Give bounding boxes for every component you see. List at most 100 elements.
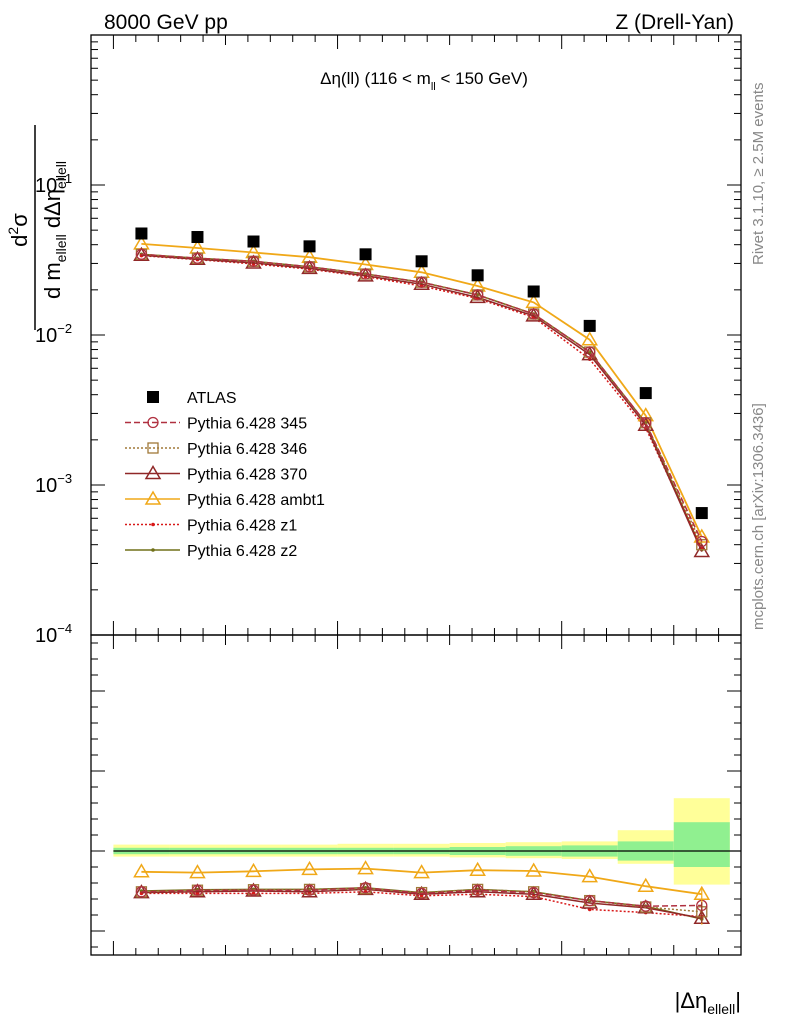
main-point-ambt1 [581,331,599,346]
mcplots-label: mcplots.cern.ch [arXiv:1306.3436] [750,403,767,630]
main-point-p370 [245,254,262,269]
ratio-point-p345 [415,887,428,900]
main-point-data [471,269,484,282]
ratio-point-ambt1 [189,864,206,879]
legend-label-p370: Pythia 6.428 370 [187,467,307,484]
ytick-exp: −4 [57,621,72,636]
header-left: 8000 GeV pp [104,11,228,34]
legend-marker-ambt1 [144,490,162,505]
legend-item-p346: Pythia 6.428 346 [125,441,307,458]
header-right: Z (Drell-Yan) [615,11,734,34]
xlabel-main: |Δη [675,988,708,1013]
main-point-p345 [640,417,652,429]
legend-item-p370: Pythia 6.428 370 [125,465,307,484]
ratio-point-ambt1 [413,864,430,879]
ratio-series-ambt1 [133,860,711,900]
legend-label-p346: Pythia 6.428 346 [187,441,307,458]
main-point-p345 [415,276,428,288]
main-point-data [695,507,708,520]
rivet-version-label: Rivet 3.1.10, ≥ 2.5M events [750,83,767,266]
ratio-point-ambt1 [581,868,599,883]
main-point-p345 [584,346,596,358]
ratio-point-p345 [528,886,540,899]
legend-item-z2: Pythia 6.428 z2 [125,543,297,560]
ratio-point-ambt1 [133,863,150,878]
main-point-data [303,240,316,253]
xaxis-label: |Δηellell| [675,988,741,1017]
main-point-p345 [303,261,316,273]
ytick-exp: −1 [57,171,72,186]
main-point-p345 [247,255,260,267]
ratio-point-p345 [471,884,484,896]
title-sub: ll [431,81,436,93]
title-tail: < 150 GeV) [436,69,528,88]
legend: ATLAS Pythia 6.428 345 Pythia 6.428 346 Pyt… [125,390,325,560]
ylabel-sq: 2 [5,227,21,235]
main-point-data [247,235,260,248]
ylabel-sub2: ellell [53,161,69,189]
ratio-point-ambt1 [469,861,486,876]
legend-item-p345: Pythia 6.428 345 [125,416,307,433]
ylabel-numerator: d2σ [5,213,32,247]
ratio-line-p370 [141,888,702,919]
ratio-point-p345 [135,886,148,898]
legend-label-z2: Pythia 6.428 z2 [187,543,297,560]
legend-marker-p345 [147,416,159,429]
ratio-point-p345 [247,884,260,896]
main-series-p345 [135,248,708,548]
ylabel-dm: d m [40,262,65,299]
ratio-point-ambt1 [357,860,374,875]
xlabel-tail: | [735,988,741,1013]
ratio-point-p345 [303,884,316,896]
ratio-point-p345 [640,900,652,912]
ylabel-deta: dΔη [40,189,65,234]
ylabel-d: d [7,235,32,247]
main-point-data [527,285,540,298]
main-ytick-label: 10−1 [35,171,72,197]
ratio-point-ambt1 [301,860,318,876]
ratio-plot-panel: |Δηellell| [90,634,742,1017]
ylabel-sub1: ellell [53,234,69,262]
main-point-p370 [693,543,711,558]
main-point-data [583,319,596,332]
main-point-p345 [528,308,540,320]
legend-label-data: ATLAS [187,390,237,407]
ylabel-sigma: σ [7,213,32,227]
ratio-point-p345 [359,882,372,894]
main-line-p345 [141,253,703,542]
ratio-point-ambt1 [525,862,542,877]
legend-label-p345: Pythia 6.428 345 [187,416,307,433]
main-point-ambt1 [637,407,655,422]
main-point-data [415,255,428,268]
ylabel-denominator: d mellell dΔηellell [40,161,69,299]
main-point-data [135,227,148,240]
main-series-p370 [133,246,711,558]
main-point-p370 [581,346,599,361]
main-point-data [191,231,204,244]
legend-label-ambt1: Pythia 6.428 ambt1 [187,492,325,509]
title-main: Δη(ll) (116 < m [320,69,431,88]
legend-marker-z1 [151,522,155,527]
ytick-exp: −3 [57,471,72,486]
ytick-base: 10 [35,175,57,197]
legend-item-ambt1: Pythia 6.428 ambt1 [125,490,325,509]
ytick-base: 10 [35,475,57,497]
legend-marker-data [147,391,159,403]
main-point-p345 [696,535,708,548]
xlabel-sub: ellell [707,1001,735,1017]
main-point-data [359,248,372,261]
main-ytick-label: 10−2 [35,321,72,347]
ratio-line-p345 [141,887,702,907]
ratio-point-p370 [581,894,599,909]
main-point-p345 [471,289,484,301]
main-ytick-label: 10−4 [35,621,72,647]
main-point-p345 [191,252,204,264]
ratio-point-p345 [191,884,204,896]
legend-marker-p346 [147,442,159,454]
main-line-ambt1 [141,243,703,538]
main-point-p370 [525,307,542,322]
legend-label-z1: Pythia 6.428 z1 [187,518,297,535]
